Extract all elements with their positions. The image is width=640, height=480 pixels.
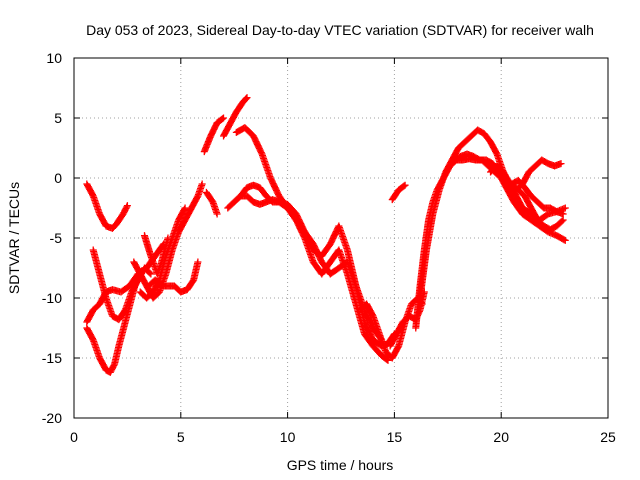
x-tick-label: 10 xyxy=(280,429,296,445)
x-tick-labels: 0 5 10 15 20 25 xyxy=(70,429,616,445)
x-axis-label: GPS time / hours xyxy=(287,457,394,473)
x-tick-label: 0 xyxy=(70,429,78,445)
data-point xyxy=(220,114,228,122)
data-point xyxy=(243,94,251,102)
series-arc-18 xyxy=(412,155,569,332)
y-tick-label: -15 xyxy=(42,350,62,366)
data-point xyxy=(559,216,567,224)
data-point xyxy=(383,356,391,364)
y-tick-label: -10 xyxy=(42,290,62,306)
data-point xyxy=(242,95,250,103)
data-point xyxy=(559,210,567,218)
y-tick-label: -20 xyxy=(42,410,62,426)
series-arc-4 xyxy=(89,246,155,324)
data-point xyxy=(180,205,188,213)
data-point xyxy=(146,269,154,277)
series-arc-21 xyxy=(487,156,565,194)
data-point xyxy=(213,210,221,218)
series-arc-8 xyxy=(140,232,172,278)
data-point xyxy=(123,202,131,210)
y-tick-label: -5 xyxy=(50,230,63,246)
data-point xyxy=(194,258,202,266)
series-arc-17 xyxy=(388,181,409,204)
y-tick-labels: -20 -15 -10 -5 0 5 10 xyxy=(42,50,62,426)
x-tick-label: 25 xyxy=(600,429,616,445)
data-point xyxy=(400,182,408,190)
y-tick-label: 10 xyxy=(46,50,62,66)
series-arc-10 xyxy=(202,188,221,218)
axis-ticks xyxy=(73,57,609,419)
data-point xyxy=(401,181,409,189)
data-point xyxy=(181,204,189,212)
data-point xyxy=(561,236,569,244)
y-tick-label: 5 xyxy=(54,110,62,126)
series-arc-9 xyxy=(200,114,228,156)
data-point xyxy=(561,204,569,212)
series-arc-15 xyxy=(356,294,426,362)
series-arc-19 xyxy=(416,126,569,302)
data-points xyxy=(83,94,569,376)
series-arc-13 xyxy=(232,124,392,364)
data-point xyxy=(218,115,226,123)
series-arc-6 xyxy=(136,204,189,302)
data-point xyxy=(198,180,206,188)
x-tick-label: 20 xyxy=(493,429,509,445)
y-axis-label: SDTVAR / TECUs xyxy=(6,182,22,294)
series-arc-11 xyxy=(220,94,251,140)
series-arc-1 xyxy=(83,180,131,232)
x-tick-label: 5 xyxy=(177,429,185,445)
data-point xyxy=(123,203,131,211)
data-point xyxy=(557,160,565,168)
data-point xyxy=(384,356,392,364)
data-point xyxy=(164,234,172,242)
x-tick-label: 15 xyxy=(387,429,403,445)
series-arc-22 xyxy=(508,176,567,218)
data-point xyxy=(560,236,568,244)
series-arc-7 xyxy=(145,258,202,296)
chart-title: Day 053 of 2023, Sidereal Day-to-day VTE… xyxy=(86,22,594,38)
data-point xyxy=(147,270,155,278)
data-point xyxy=(558,217,566,225)
y-tick-label: 0 xyxy=(54,170,62,186)
